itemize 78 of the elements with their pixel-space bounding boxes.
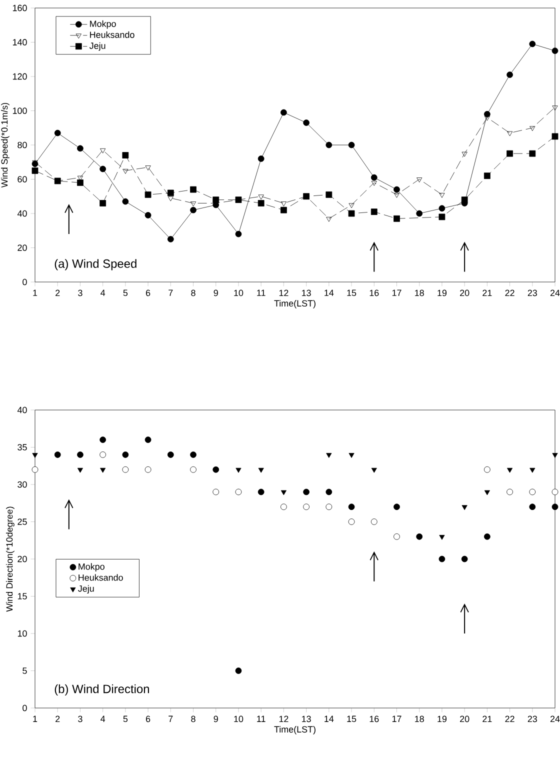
x-tick-label: 2 <box>56 716 60 722</box>
y-tick-label: 160 <box>12 4 27 12</box>
y-tick-label: 25 <box>18 518 27 525</box>
x-tick-label: 17 <box>392 290 402 296</box>
x-tick-label: 19 <box>438 716 447 722</box>
x-tick-label: 12 <box>279 716 288 722</box>
y-tick-label: 35 <box>18 444 27 450</box>
x-tick-label: 7 <box>168 290 173 296</box>
x-tick-label: 13 <box>302 716 311 722</box>
x-tick-label: 3 <box>78 716 82 722</box>
y-tick-label: 120 <box>12 73 27 80</box>
legend-label: Mokpo <box>90 20 116 29</box>
x-tick-label: 22 <box>505 716 514 722</box>
y-axis-title: Wind Direction(*10degree) <box>6 506 14 612</box>
legend-label: Heuksando <box>90 31 134 38</box>
x-axis-title: Time(LST) <box>274 726 316 734</box>
x-tick-label: 15 <box>347 290 356 296</box>
x-tick-label: 12 <box>279 290 288 296</box>
x-tick-label: 21 <box>482 290 492 296</box>
text: (b) Wind Direction <box>54 684 149 696</box>
x-tick-label: 6 <box>146 290 150 296</box>
x-tick-label: 23 <box>528 716 537 722</box>
x-tick-label: 8 <box>191 716 196 722</box>
legend-label: Jeju <box>89 42 106 51</box>
x-tick-label: 9 <box>214 290 218 296</box>
legend-label: Jeju <box>78 585 94 594</box>
y-tick-label: 20 <box>18 244 27 251</box>
x-tick-label: 13 <box>302 290 311 296</box>
x-tick-label: 2 <box>56 290 60 296</box>
x-tick-label: 1 <box>33 290 38 296</box>
x-tick-label: 15 <box>347 716 356 722</box>
x-tick-label: 22 <box>505 290 514 296</box>
x-tick-label: 20 <box>460 290 470 296</box>
x-tick-label: 11 <box>257 716 266 722</box>
y-tick-label: 60 <box>18 176 27 182</box>
y-tick-label: 5 <box>22 668 27 674</box>
y-tick-label: 40 <box>17 210 27 217</box>
y-tick-label: 20 <box>18 556 27 562</box>
x-tick-label: 18 <box>415 290 424 296</box>
x-tick-label: 7 <box>168 716 173 722</box>
x-tick-label: 14 <box>324 716 334 722</box>
text: (a) Wind Speed <box>54 259 136 270</box>
y-tick-label: 80 <box>18 142 27 148</box>
x-tick-label: 20 <box>460 716 470 722</box>
legend-label: Heuksando <box>78 574 123 581</box>
x-tick-label: 23 <box>528 290 537 296</box>
x-tick-label: 17 <box>392 716 402 722</box>
y-tick-label: 30 <box>18 481 27 488</box>
x-tick-label: 3 <box>78 290 82 296</box>
y-tick-label: 0 <box>22 278 27 286</box>
y-tick-label: 15 <box>18 593 27 600</box>
x-tick-label: 16 <box>370 716 379 722</box>
x-tick-label: 14 <box>324 290 334 296</box>
x-tick-label: 4 <box>100 290 106 296</box>
x-tick-label: 10 <box>234 716 244 722</box>
y-tick-label: 140 <box>12 39 27 46</box>
x-tick-label: 24 <box>550 290 560 296</box>
x-tick-label: 4 <box>100 716 106 722</box>
x-tick-label: 9 <box>214 716 218 722</box>
x-tick-label: 16 <box>370 290 379 296</box>
y-tick-label: 0 <box>22 704 27 712</box>
x-tick-label: 5 <box>123 290 128 296</box>
y-axis-title: Wind Speed(*0.1m/s) <box>1 102 10 188</box>
y-tick-label: 40 <box>17 406 27 414</box>
x-tick-label: 5 <box>123 716 128 722</box>
y-tick-label: 10 <box>18 630 27 637</box>
x-tick-label: 10 <box>234 290 244 296</box>
legend-label: Mokpo <box>78 563 104 572</box>
x-tick-label: 18 <box>415 716 424 722</box>
x-axis-title: Time(LST) <box>274 300 316 308</box>
x-tick-label: 11 <box>257 290 266 296</box>
x-tick-label: 21 <box>482 716 492 722</box>
x-tick-label: 19 <box>438 290 447 296</box>
x-tick-label: 8 <box>191 290 196 296</box>
y-tick-label: 100 <box>12 108 27 114</box>
x-tick-label: 6 <box>146 716 150 722</box>
x-tick-label: 1 <box>33 716 38 722</box>
x-tick-label: 24 <box>550 716 560 722</box>
